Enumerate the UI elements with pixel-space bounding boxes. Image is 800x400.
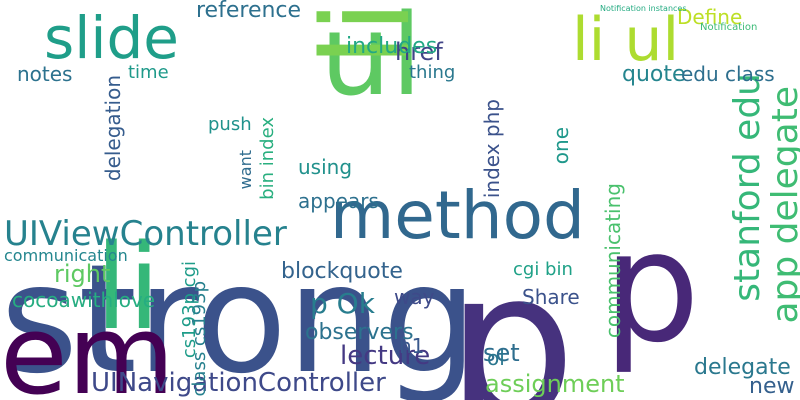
word-observers: observers xyxy=(305,320,414,345)
word-push: push xyxy=(208,114,252,135)
word-define: Define xyxy=(677,5,743,29)
word-strong: strong xyxy=(0,233,478,400)
word-class-cs193p: class cs193p xyxy=(189,281,210,397)
word-h1: h1 xyxy=(399,334,425,358)
word-quote: quote xyxy=(622,62,686,87)
word-blockquote: blockquote xyxy=(281,259,403,284)
word-includes: includes xyxy=(346,34,438,59)
word-thing: thing xyxy=(409,62,456,83)
word-cocoawithlove: cocoawithlove xyxy=(12,288,156,312)
word-one: one xyxy=(549,127,573,165)
word-app-delegate: app delegate xyxy=(765,86,800,324)
word-em: em xyxy=(0,291,175,400)
word-lecture: lecture xyxy=(340,341,431,371)
word-delegation: delegation xyxy=(101,75,125,182)
word-p-right: p xyxy=(603,199,701,377)
word-bin-index: bin index xyxy=(257,117,278,200)
word-communicating: communicating xyxy=(601,183,625,339)
word-stanford-edu: stanford edu xyxy=(727,73,768,302)
word-notes: notes xyxy=(17,62,73,86)
word-edu-class: edu class xyxy=(681,62,775,86)
word-li-ul: li ul xyxy=(572,5,680,75)
word-cgi-bin: cgi bin xyxy=(513,259,573,280)
word-uiviewcontroller: UIViewController xyxy=(4,214,287,254)
word-way: way xyxy=(394,285,435,309)
word-p-ok: p Ok xyxy=(310,287,375,320)
word-href: href xyxy=(395,38,443,66)
word-right: right xyxy=(54,260,111,288)
word-notification-instances: Notification instances xyxy=(600,4,687,13)
word-li: li xyxy=(95,218,161,356)
word-assignment: assignment xyxy=(485,370,625,398)
word-notification: Notification xyxy=(700,22,758,33)
word-share: Share xyxy=(522,285,580,309)
word-reference: reference xyxy=(196,0,302,23)
word-set: set xyxy=(483,339,520,367)
word-uinavigationcontroller: UINavigationController xyxy=(91,368,386,398)
word-slide: slide xyxy=(44,4,179,72)
word-want: want xyxy=(236,150,255,190)
word-p-large: p xyxy=(446,227,577,400)
word-time: time xyxy=(128,62,169,83)
word-ul: ul xyxy=(320,0,423,121)
word-index-php: index php xyxy=(480,99,504,199)
word-appears: appears xyxy=(298,189,379,213)
word-delegate: delegate xyxy=(694,355,791,380)
word-new: new xyxy=(749,374,795,399)
word-using: using xyxy=(298,155,353,179)
word-ol: ol xyxy=(487,346,505,370)
word-method: method xyxy=(330,177,585,254)
word-communication: communication xyxy=(4,246,128,265)
